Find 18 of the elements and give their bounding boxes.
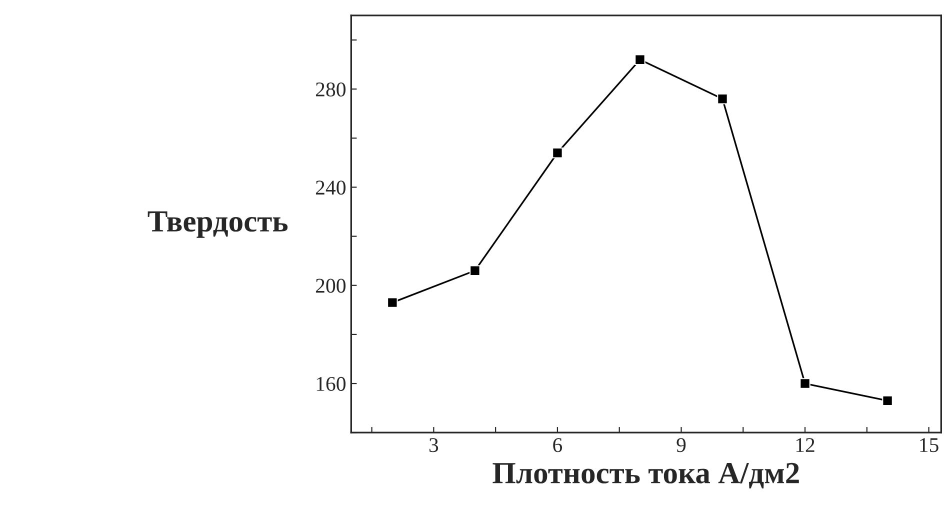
y-tick-label: 200 bbox=[316, 278, 346, 293]
point bbox=[882, 395, 893, 406]
x-tick-label: 12 bbox=[796, 438, 814, 452]
point bbox=[717, 94, 728, 104]
y-axis-title: Твердость bbox=[148, 211, 288, 238]
y-tick-label: 240 bbox=[316, 180, 346, 195]
x-axis-title: Плотность тока А/дм2 bbox=[492, 462, 799, 488]
point bbox=[634, 54, 646, 65]
x-tick-label: 3 bbox=[429, 438, 438, 452]
point bbox=[800, 378, 810, 389]
x-tick-label: 9 bbox=[676, 438, 686, 452]
point bbox=[470, 265, 480, 276]
x-tick-label: 15 bbox=[920, 438, 938, 452]
y-tick-label: 160 bbox=[316, 376, 346, 391]
y-tick-label: 280 bbox=[316, 82, 346, 96]
point bbox=[552, 147, 563, 158]
point bbox=[387, 297, 398, 308]
x-tick-label: 6 bbox=[553, 438, 562, 452]
